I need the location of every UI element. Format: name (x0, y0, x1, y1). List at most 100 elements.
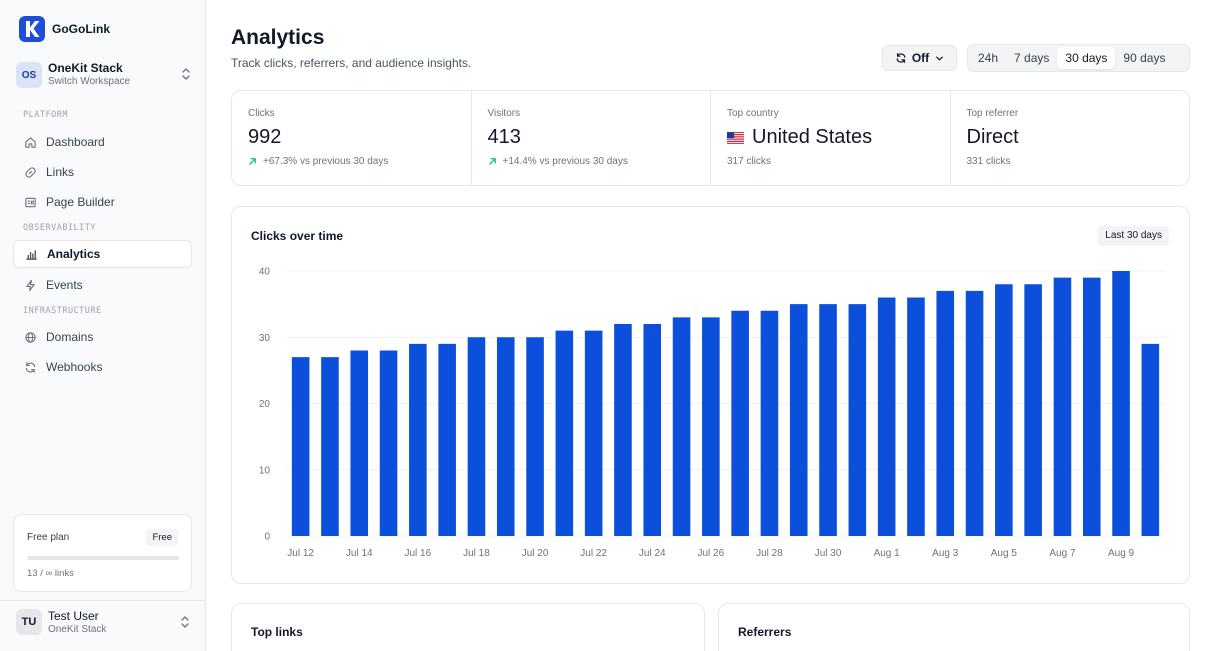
x-tick-label: Jul 30 (815, 548, 842, 559)
user-avatar: TU (16, 609, 42, 635)
sidebar-item-analytics[interactable]: Analytics (13, 240, 192, 268)
sidebar-item-label: Dashboard (46, 135, 105, 149)
chart-bar (789, 304, 808, 536)
chart-bar (409, 343, 427, 536)
x-tick-label: Jul 18 (463, 548, 490, 559)
globe-icon (23, 330, 37, 344)
x-tick-label: Jul 22 (580, 548, 607, 559)
x-tick-label: Aug 9 (1108, 548, 1135, 559)
stat-label: Top referrer (966, 108, 1019, 119)
x-tick-label: Jul 26 (698, 548, 725, 559)
page-subtitle: Track clicks, referrers, and audience in… (231, 56, 472, 70)
plan-usage-text: 13 / ∞ links (27, 568, 74, 579)
chart-bar (1082, 277, 1101, 536)
y-tick-label: 0 (264, 532, 270, 543)
x-tick-label: Jul 16 (405, 548, 432, 559)
chart-bar (379, 350, 398, 536)
brand[interactable]: GoGoLink (19, 16, 110, 42)
chevron-up-down-icon (182, 68, 190, 80)
layout-icon (23, 195, 37, 209)
x-tick-label: Aug 5 (991, 548, 1018, 559)
chart-bar (702, 317, 720, 536)
stat-change-text: 317 clicks (727, 156, 771, 167)
chart-bar (291, 357, 310, 536)
link-icon (23, 165, 37, 179)
page-title: Analytics (231, 26, 325, 49)
stat-value: 992 (248, 126, 282, 148)
chart-bar (467, 337, 486, 536)
user-name: Test User (48, 609, 99, 623)
time-range-selector: 24h 7 days 30 days 90 days (967, 44, 1190, 72)
sidebar-item-links[interactable]: Links (13, 158, 192, 186)
sidebar-item-label: Events (46, 278, 83, 292)
chart-bar (965, 290, 984, 536)
chart-bar (438, 343, 456, 536)
auto-refresh-dropdown[interactable]: Off (882, 45, 957, 71)
sidebar-item-domains[interactable]: Domains (13, 323, 192, 351)
chart-bar (1141, 343, 1160, 536)
chart-bar (1024, 284, 1042, 536)
chart-bar (819, 304, 837, 536)
chevron-down-icon (936, 56, 943, 60)
sidebar-item-label: Analytics (47, 247, 101, 261)
workspace-subtitle: Switch Workspace (48, 76, 131, 88)
plan-card: Free plan Free 13 / ∞ links (13, 514, 192, 592)
chart-bar (907, 297, 925, 536)
stat-change-text: +14.4% vs previous 30 days (502, 156, 628, 167)
sidebar-item-label: Domains (46, 330, 94, 344)
chart-bar (936, 290, 955, 536)
range-option-7-days[interactable]: 7 days (1014, 51, 1050, 65)
arrow-up-right-icon (488, 158, 496, 165)
chart-bar (496, 337, 515, 536)
stats-card: Clicks 992 +67.3% vs previous 30 days Vi… (231, 90, 1190, 186)
sidebar-item-webhooks[interactable]: Webhooks (13, 353, 192, 381)
chart-bar (643, 324, 662, 536)
plan-title: Free plan (27, 532, 70, 543)
stat-label: Visitors (487, 108, 521, 119)
chart-bar (584, 330, 603, 536)
stat-label: Top country (727, 108, 779, 119)
chart-bar (350, 350, 369, 536)
us-flag-icon (727, 131, 744, 144)
stat-change: +14.4% vs previous 30 days (488, 156, 711, 167)
user-subtitle: OneKit Stack (48, 623, 107, 635)
top-links-title: Top links (251, 625, 303, 639)
stat-change-text: +67.3% vs previous 30 days (263, 156, 389, 167)
stat-label: Clicks (248, 108, 275, 119)
stat-value: United States (727, 126, 950, 149)
stat-value: 413 (487, 126, 521, 148)
chart-bar (526, 337, 544, 536)
clicks-chart-card: 0 10 20 30 40 Jul 12 Jul 14 Jul 16 Jul 18 Jul 20 J… (231, 206, 1190, 584)
workspace-switcher[interactable]: OS OneKit Stack Switch Workspace (16, 61, 191, 89)
stat-clicks: Clicks 992 +67.3% vs previous 30 days (232, 91, 472, 185)
bar-chart-icon (24, 247, 38, 261)
stat-change-text: 331 clicks (966, 156, 1011, 167)
x-tick-label: Aug 1 (874, 548, 901, 559)
chevron-up-down-icon (181, 616, 189, 628)
refresh-icon (23, 360, 37, 374)
referrers-title: Referrers (738, 625, 792, 639)
range-option-24h[interactable]: 24h (978, 51, 999, 65)
chart-bar (321, 357, 339, 536)
range-option-30-days[interactable]: 30 days (1057, 47, 1116, 69)
plan-usage-bar (27, 556, 179, 560)
range-option-90-days[interactable]: 90 days (1123, 51, 1166, 65)
sidebar-item-page-builder[interactable]: Page Builder (13, 188, 192, 216)
sidebar-item-events[interactable]: Events (13, 271, 192, 299)
stat-top-referrer: Top referrer Direct 331 clicks (951, 91, 1190, 185)
stat-top-country: Top country United States 317 clicks (711, 91, 951, 185)
sidebar-item-dashboard[interactable]: Dashboard (13, 128, 192, 156)
stat-value-text: United States (752, 126, 873, 148)
brand-name: GoGoLink (52, 22, 110, 36)
clicks-bar-chart: 0 10 20 30 40 Jul 12 Jul 14 Jul 16 Jul 18 Jul 20 J… (259, 267, 1165, 559)
user-menu[interactable]: TU Test User OneKit Stack (0, 600, 206, 651)
home-icon (23, 135, 37, 149)
x-tick-label: Aug 7 (1049, 548, 1076, 559)
sidebar-item-label: Links (46, 165, 75, 179)
referrers-card: Referrers (718, 603, 1190, 651)
stat-visitors: Visitors 413 +14.4% vs previous 30 days (472, 91, 711, 185)
chart-bar (555, 330, 574, 536)
sidebar: GoGoLink OS OneKit Stack Switch Workspac… (0, 0, 206, 651)
chart-range-badge: Last 30 days (1098, 226, 1169, 246)
sidebar-item-label: Page Builder (46, 195, 115, 209)
